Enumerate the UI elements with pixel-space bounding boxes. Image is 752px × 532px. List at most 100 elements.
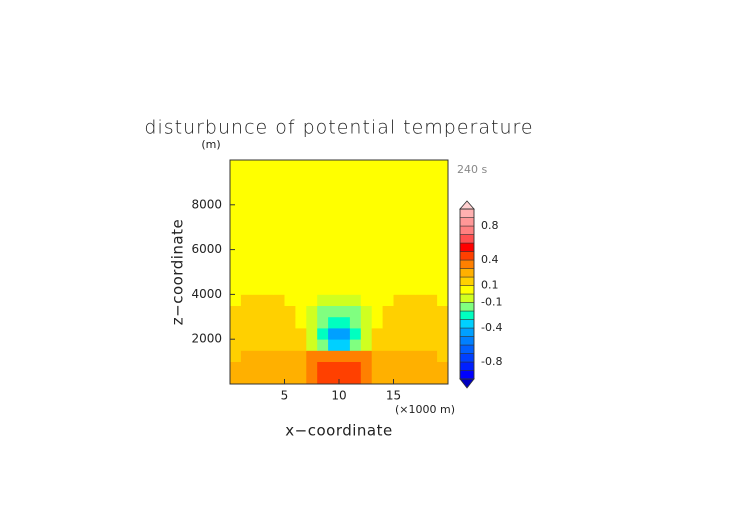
field-cell bbox=[251, 238, 264, 250]
field-cell bbox=[415, 350, 427, 362]
field-cell bbox=[426, 272, 438, 284]
field-cell bbox=[437, 328, 448, 340]
field-cell bbox=[426, 260, 438, 273]
x-tick-label: 5 bbox=[281, 389, 289, 403]
field-cell bbox=[360, 216, 373, 228]
field-cell bbox=[262, 361, 274, 374]
field-cell bbox=[328, 249, 340, 262]
field-cell bbox=[339, 283, 351, 295]
field-cell bbox=[371, 238, 383, 250]
field-cell bbox=[360, 316, 373, 329]
colorbar-band bbox=[459, 353, 475, 363]
time-label: 240 s bbox=[457, 163, 487, 176]
field-cell bbox=[273, 316, 285, 329]
field-cell bbox=[306, 249, 318, 262]
field-cell bbox=[230, 328, 242, 340]
field-cell bbox=[240, 339, 253, 351]
y-tick-label: 8000 bbox=[191, 197, 222, 211]
y-tick-label: 6000 bbox=[191, 242, 222, 256]
field-cell bbox=[251, 361, 264, 374]
field-cell bbox=[295, 171, 307, 183]
field-cell bbox=[251, 193, 264, 206]
field-cell bbox=[230, 260, 242, 273]
field-cell bbox=[295, 160, 307, 172]
field-cell bbox=[371, 361, 383, 374]
field-cell bbox=[251, 182, 264, 194]
field-cell bbox=[393, 283, 405, 295]
field-cell bbox=[339, 216, 351, 228]
field-cell bbox=[328, 260, 340, 273]
field-cell bbox=[273, 249, 285, 262]
field-cell bbox=[404, 182, 416, 194]
field-cell bbox=[317, 350, 329, 362]
field-cell bbox=[328, 350, 340, 362]
field-cell bbox=[415, 272, 427, 284]
field-cell bbox=[262, 283, 274, 295]
field-cell bbox=[404, 316, 416, 329]
field-cell bbox=[240, 372, 253, 384]
field-cell bbox=[230, 249, 242, 262]
field-cell bbox=[306, 260, 318, 273]
field-cell bbox=[437, 227, 448, 239]
field-cell bbox=[349, 316, 362, 329]
field-cell bbox=[262, 328, 274, 340]
field-cell bbox=[240, 227, 253, 239]
colorbar-band bbox=[459, 302, 475, 312]
field-cell bbox=[382, 238, 394, 250]
field-cell bbox=[404, 339, 416, 351]
field-cell bbox=[284, 227, 296, 239]
field-cell bbox=[349, 160, 362, 172]
field-cell bbox=[284, 249, 296, 262]
field-cell bbox=[240, 350, 253, 362]
field-cell bbox=[382, 182, 394, 194]
field-cell bbox=[382, 227, 394, 239]
x-axis-label: x−coordinate bbox=[285, 422, 392, 440]
field-cell bbox=[393, 182, 405, 194]
field-cell bbox=[317, 249, 329, 262]
field-cell bbox=[371, 204, 383, 217]
field-cell bbox=[328, 160, 340, 172]
field-cell bbox=[404, 294, 416, 306]
field-cell bbox=[349, 350, 362, 362]
field-cell bbox=[339, 316, 351, 329]
field-cell bbox=[295, 260, 307, 273]
field-cell bbox=[317, 260, 329, 273]
field-cell bbox=[415, 283, 427, 295]
field-cell bbox=[262, 249, 274, 262]
field-cell bbox=[415, 249, 427, 262]
field-cell bbox=[240, 216, 253, 228]
colorbar-over bbox=[459, 200, 475, 210]
field-cell bbox=[360, 249, 373, 262]
field-cell bbox=[295, 227, 307, 239]
field-cell bbox=[404, 238, 416, 250]
field-cell bbox=[317, 316, 329, 329]
field-cell bbox=[251, 216, 264, 228]
field-cell bbox=[382, 272, 394, 284]
colorbar-band bbox=[459, 208, 475, 218]
field-cell bbox=[240, 272, 253, 284]
field-cell bbox=[284, 160, 296, 172]
field-cell bbox=[360, 193, 373, 206]
field-cell bbox=[295, 272, 307, 284]
field-cell bbox=[393, 328, 405, 340]
field-cell bbox=[273, 227, 285, 239]
field-cell bbox=[415, 216, 427, 228]
field-cell bbox=[382, 260, 394, 273]
field-cell bbox=[339, 339, 351, 351]
field-cell bbox=[339, 361, 351, 374]
field-cell bbox=[415, 171, 427, 183]
field-cell bbox=[317, 193, 329, 206]
field-cell bbox=[240, 305, 253, 318]
field-cell bbox=[339, 227, 351, 239]
field-cell bbox=[262, 260, 274, 273]
field-cell bbox=[251, 316, 264, 329]
field-cell bbox=[415, 294, 427, 306]
y-tick-label: 2000 bbox=[191, 332, 222, 346]
field-cell bbox=[262, 204, 274, 217]
field-cell bbox=[273, 260, 285, 273]
field-cell bbox=[404, 283, 416, 295]
field-cell bbox=[371, 249, 383, 262]
field-cell bbox=[230, 171, 242, 183]
field-cell bbox=[306, 216, 318, 228]
